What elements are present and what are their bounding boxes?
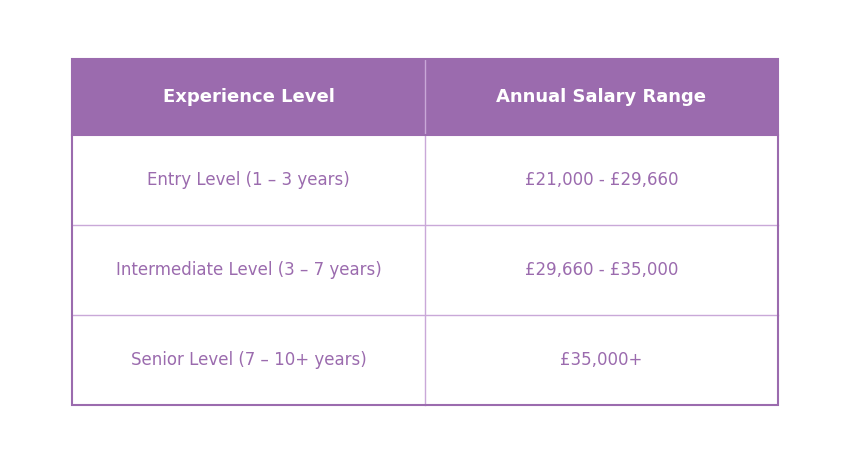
Text: Senior Level (7 – 10+ years): Senior Level (7 – 10+ years) xyxy=(131,351,366,369)
Text: Entry Level (1 – 3 years): Entry Level (1 – 3 years) xyxy=(147,171,350,189)
Text: £21,000 - £29,660: £21,000 - £29,660 xyxy=(524,171,678,189)
Bar xyxy=(72,58,778,405)
Bar xyxy=(72,58,778,135)
Text: Intermediate Level (3 – 7 years): Intermediate Level (3 – 7 years) xyxy=(116,261,382,279)
Text: £35,000+: £35,000+ xyxy=(560,351,643,369)
Bar xyxy=(72,315,778,405)
Text: £29,660 - £35,000: £29,660 - £35,000 xyxy=(524,261,678,279)
Bar xyxy=(72,225,778,315)
Text: Experience Level: Experience Level xyxy=(162,88,335,106)
Text: Annual Salary Range: Annual Salary Range xyxy=(496,88,706,106)
Bar xyxy=(72,135,778,225)
